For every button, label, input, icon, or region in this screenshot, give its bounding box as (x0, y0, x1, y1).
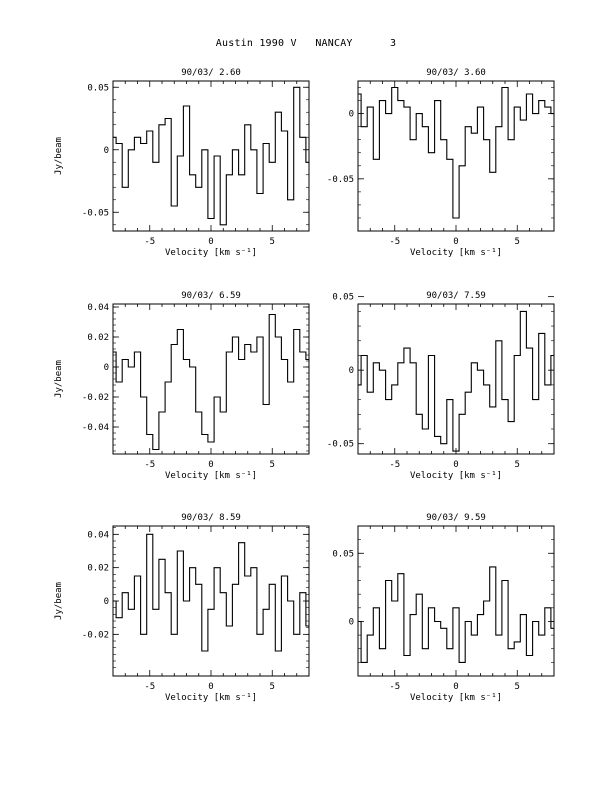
plot-frame (112, 303, 310, 455)
y-tick-label: -0.04 (82, 423, 109, 433)
x-tick-label: 0 (208, 682, 213, 692)
spectrum-panel-6: -5 0 5 0.05 0 90/03/ 9.59 Velocity [km s⁻¹] (332, 513, 555, 703)
x-axis-label: Velocity [km s⁻¹] (165, 693, 257, 703)
panel-title: 90/03/ 7.59 (426, 291, 486, 301)
spectrum-panel-3: -5 0 5 0.04 0.02 0 -0.02 -0.04 90/03/ 6.59 Veloci… (54, 291, 310, 481)
panel-title: 90/03/ 9.59 (426, 513, 486, 523)
y-tick-label: 0.04 (87, 303, 109, 313)
x-tick-label: 5 (515, 682, 520, 692)
y-tick-label: 0.05 (87, 83, 109, 93)
y-tick-label: -0.05 (82, 208, 109, 218)
y-tick-label: 0.05 (332, 549, 354, 559)
plot-frame (357, 525, 555, 677)
y-tick-label: 0.04 (87, 530, 109, 540)
x-tick-label: 0 (453, 682, 458, 692)
x-tick-label: 5 (270, 460, 275, 470)
page-title: Austin 1990 V NANCAY 3 (215, 38, 397, 49)
y-tick-label: 0 (104, 146, 109, 156)
y-axis-label: Jy/beam (54, 137, 64, 175)
y-tick-label: -0.02 (82, 393, 109, 403)
plot-frame (112, 80, 310, 232)
panel-title: 90/03/ 2.60 (181, 68, 241, 78)
y-tick-label: -0.02 (82, 630, 109, 640)
x-axis-label: Velocity [km s⁻¹] (410, 248, 502, 258)
spectrum-line (113, 533, 309, 652)
x-axis-label: Velocity [km s⁻¹] (165, 248, 257, 258)
spectrum-panel-2: -5 0 5 0 -0.05 90/03/ 3.60 Velocity [km s⁻¹] (327, 68, 555, 258)
panel-title: 90/03/ 3.60 (426, 68, 486, 78)
y-tick-label: 0 (349, 110, 354, 120)
panel-title: 90/03/ 8.59 (181, 513, 241, 523)
x-tick-label: -5 (144, 237, 155, 247)
y-tick-label: -0.05 (327, 175, 354, 185)
x-tick-label: -5 (389, 237, 400, 247)
y-tick-label: 0 (104, 363, 109, 373)
x-axis-label: Velocity [km s⁻¹] (165, 471, 257, 481)
spectrum-panel-5: -5 0 5 0.04 0.02 0 -0.02 90/03/ 8.59 Velocity [k… (54, 513, 310, 703)
x-tick-label: 0 (208, 237, 213, 247)
spectrum-line (358, 566, 554, 663)
x-tick-label: -5 (389, 682, 400, 692)
y-axis-label: Jy/beam (54, 582, 64, 620)
y-axis-label: Jy/beam (54, 360, 64, 398)
x-tick-label: 0 (208, 460, 213, 470)
x-axis-label: Velocity [km s⁻¹] (410, 693, 502, 703)
y-tick-label: 0.05 (332, 293, 354, 303)
plot-frame (357, 80, 555, 232)
spectrum-line (113, 313, 309, 451)
x-tick-label: -5 (144, 682, 155, 692)
x-tick-label: 5 (515, 237, 520, 247)
y-tick-label: 0.02 (87, 333, 109, 343)
y-tick-label: 0 (349, 366, 354, 376)
x-tick-label: 0 (453, 460, 458, 470)
plot-frame (357, 303, 555, 455)
x-tick-label: -5 (389, 460, 400, 470)
panel-title: 90/03/ 6.59 (181, 291, 241, 301)
y-tick-label: 0.02 (87, 564, 109, 574)
plot-frame (112, 525, 310, 677)
y-tick-label: 0 (104, 597, 109, 607)
spectrum-panel-1: -5 0 5 0.05 0 -0.05 90/03/ 2.60 Velocity [km s⁻… (54, 68, 310, 258)
x-tick-label: 5 (270, 682, 275, 692)
spectrum-line (358, 310, 554, 452)
spectrum-line (358, 86, 554, 219)
x-axis-label: Velocity [km s⁻¹] (410, 471, 502, 481)
spectrum-line (113, 86, 309, 226)
x-tick-label: 5 (515, 460, 520, 470)
x-tick-label: 5 (270, 237, 275, 247)
y-tick-label: -0.05 (327, 440, 354, 450)
spectrum-panel-4: -5 0 5 0.05 0 -0.05 90/03/ 7.59 Velocity [km s⁻… (327, 291, 555, 481)
x-tick-label: 0 (453, 237, 458, 247)
x-tick-label: -5 (144, 460, 155, 470)
y-tick-label: 0 (349, 617, 354, 627)
